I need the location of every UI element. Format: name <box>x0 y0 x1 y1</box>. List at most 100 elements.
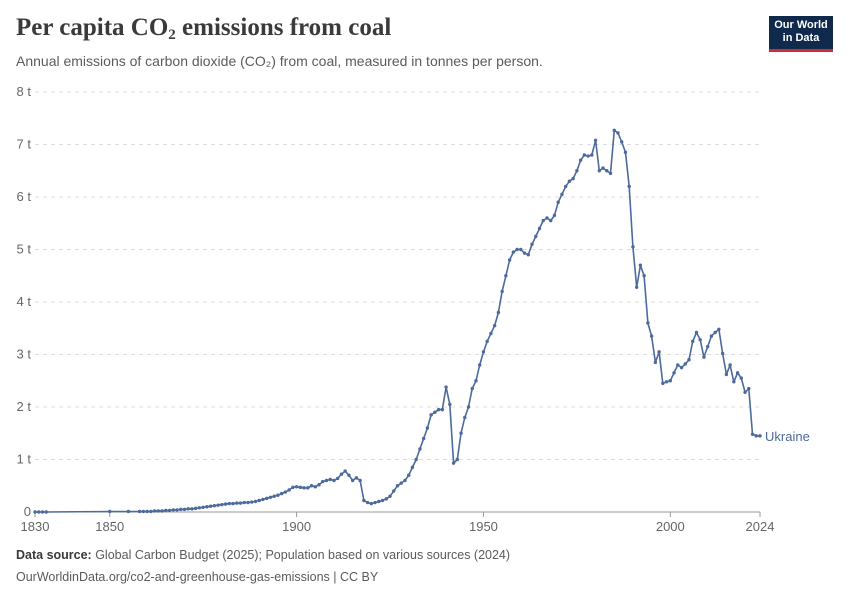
data-point <box>231 501 235 506</box>
data-point <box>634 285 639 289</box>
grid-lines <box>35 91 760 460</box>
x-tick-label: 2000 <box>656 519 685 534</box>
data-point <box>694 330 699 335</box>
x-tick-label: 1900 <box>282 519 311 534</box>
data-point <box>668 379 673 383</box>
data-point <box>709 334 714 338</box>
data-point <box>171 508 175 512</box>
data-point <box>732 380 736 384</box>
data-point <box>691 339 695 344</box>
data-point <box>261 497 265 502</box>
x-axis: 1830 1850 1900 1950 2000 2024 <box>21 511 775 534</box>
y-tick-label: 6 t <box>17 189 32 204</box>
data-point <box>481 350 486 354</box>
data-point <box>283 490 288 494</box>
data-point <box>392 489 396 493</box>
data-point <box>560 192 564 197</box>
data-point <box>519 247 523 252</box>
data-point <box>593 138 598 142</box>
data-point <box>534 234 538 239</box>
data-point <box>661 381 665 386</box>
data-point <box>612 128 616 133</box>
data-point <box>646 321 650 325</box>
data-point <box>137 509 142 514</box>
y-axis-ticks: 0 1 t 2 t 3 t 4 t 5 t 6 t 7 t 8 t <box>17 84 32 519</box>
data-point <box>537 226 542 231</box>
data-point <box>758 434 762 438</box>
x-tick-label: 1850 <box>95 519 124 534</box>
data-point <box>167 508 172 513</box>
data-point <box>466 405 471 409</box>
x-tick-label: 1830 <box>21 519 50 534</box>
data-point <box>164 508 168 513</box>
data-point <box>313 485 317 489</box>
y-tick-label: 4 t <box>17 294 32 309</box>
data-point <box>735 371 740 375</box>
logo-line-1: Our World <box>774 19 828 31</box>
data-point <box>395 484 400 488</box>
data-point <box>418 447 422 451</box>
y-tick-label: 5 t <box>17 242 32 257</box>
owid-logo[interactable]: Our World in Data <box>769 16 833 52</box>
data-point <box>250 500 254 504</box>
data-point <box>463 415 467 420</box>
data-point <box>474 379 478 383</box>
data-point <box>631 245 635 249</box>
y-tick-label: 2 t <box>17 399 32 414</box>
x-tick-label: 2024 <box>746 519 775 534</box>
data-point <box>530 242 534 246</box>
data-point <box>276 493 280 497</box>
data-point <box>676 363 680 367</box>
series-group: Ukraine <box>33 128 810 514</box>
data-point <box>193 506 198 511</box>
data-point <box>657 350 661 354</box>
logo-line-2: in Data <box>782 32 820 44</box>
data-point <box>141 509 146 514</box>
series-line-ukraine <box>35 129 760 513</box>
data-point <box>552 213 557 218</box>
data-point <box>190 507 194 511</box>
data-point <box>108 509 112 514</box>
data-point <box>179 507 183 512</box>
data-point <box>220 502 224 507</box>
data-point <box>448 402 452 407</box>
data-point <box>455 457 459 462</box>
data-point <box>242 500 246 505</box>
data-point <box>421 436 426 441</box>
data-point <box>489 331 493 336</box>
data-point <box>713 330 717 335</box>
data-point <box>478 363 482 367</box>
data-point <box>627 184 631 189</box>
data-point <box>336 476 340 481</box>
data-point <box>687 358 691 362</box>
data-point <box>380 498 385 503</box>
data-point <box>504 274 508 278</box>
data-point <box>679 365 684 370</box>
data-point <box>672 371 676 375</box>
data-point <box>126 509 131 514</box>
y-tick-label: 1 t <box>17 452 32 467</box>
data-point <box>590 153 594 157</box>
data-point <box>410 465 415 470</box>
data-point <box>705 344 710 349</box>
data-point <box>586 154 590 158</box>
data-point <box>294 485 299 489</box>
data-point <box>616 131 620 135</box>
data-point <box>201 505 205 509</box>
data-point <box>597 169 602 173</box>
y-tick-label: 8 t <box>17 84 32 99</box>
data-point <box>384 497 388 501</box>
data-point <box>698 338 702 342</box>
source-url[interactable]: OurWorldinData.org/co2-and-greenhouse-ga… <box>16 570 379 584</box>
data-point <box>317 483 321 487</box>
data-point <box>739 376 744 380</box>
data-point <box>298 485 303 490</box>
data-point <box>747 386 751 391</box>
data-point <box>515 247 519 252</box>
data-point <box>253 499 258 504</box>
chart-subtitle: Annual emissions of carbon dioxide (CO₂)… <box>16 53 543 69</box>
data-point <box>205 505 209 509</box>
data-source: Data source: Global Carbon Budget (2025)… <box>16 548 511 562</box>
x-tick-label: 1950 <box>469 519 498 534</box>
data-point <box>526 253 530 257</box>
